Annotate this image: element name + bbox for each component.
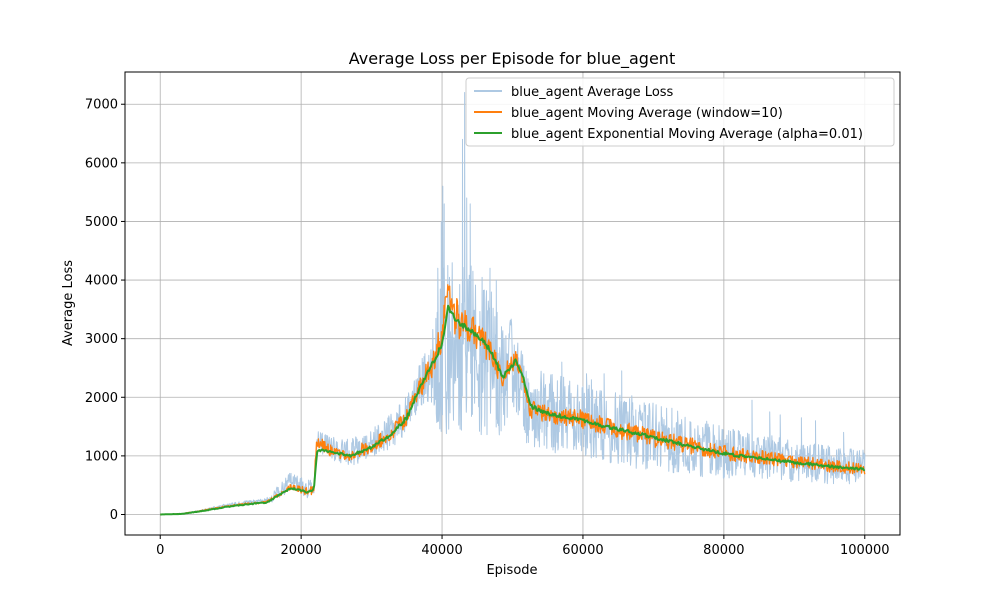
chart-title: Average Loss per Episode for blue_agent — [349, 49, 675, 69]
y-tick-label: 7000 — [85, 98, 118, 113]
x-axis-ticks: 0 20000 40000 60000 80000 100000 — [156, 535, 890, 558]
y-tick-label: 0 — [110, 508, 118, 523]
x-tick-label: 100000 — [840, 543, 890, 558]
y-tick-label: 4000 — [85, 274, 118, 289]
y-axis-label: Average Loss — [61, 260, 76, 346]
legend-box — [465, 77, 895, 147]
y-tick-label: 1000 — [85, 449, 118, 464]
legend: blue_agent Average Loss blue_agent Movin… — [465, 77, 895, 147]
plot-frame — [124, 71, 901, 536]
y-tick-label: 3000 — [85, 332, 118, 347]
legend-label-ma: blue_agent Moving Average (window=10) — [511, 106, 783, 121]
y-axis-ticks: 0 1000 2000 3000 4000 5000 6000 7000 — [85, 98, 125, 523]
y-tick-label: 5000 — [85, 215, 118, 230]
series-line-ema — [160, 304, 866, 516]
legend-label-ema: blue_agent Exponential Moving Average (a… — [511, 127, 863, 142]
series-layer — [160, 92, 866, 516]
x-axis-label: Episode — [486, 563, 537, 578]
legend-label-raw: blue_agent Average Loss — [511, 85, 674, 100]
x-tick-label: 80000 — [703, 543, 744, 558]
x-tick-label: 40000 — [421, 543, 462, 558]
series-line-raw — [160, 92, 866, 515]
y-tick-label: 2000 — [85, 391, 118, 406]
y-tick-label: 6000 — [85, 156, 118, 171]
x-tick-label: 0 — [156, 543, 164, 558]
x-tick-label: 20000 — [280, 543, 321, 558]
x-tick-label: 60000 — [562, 543, 603, 558]
